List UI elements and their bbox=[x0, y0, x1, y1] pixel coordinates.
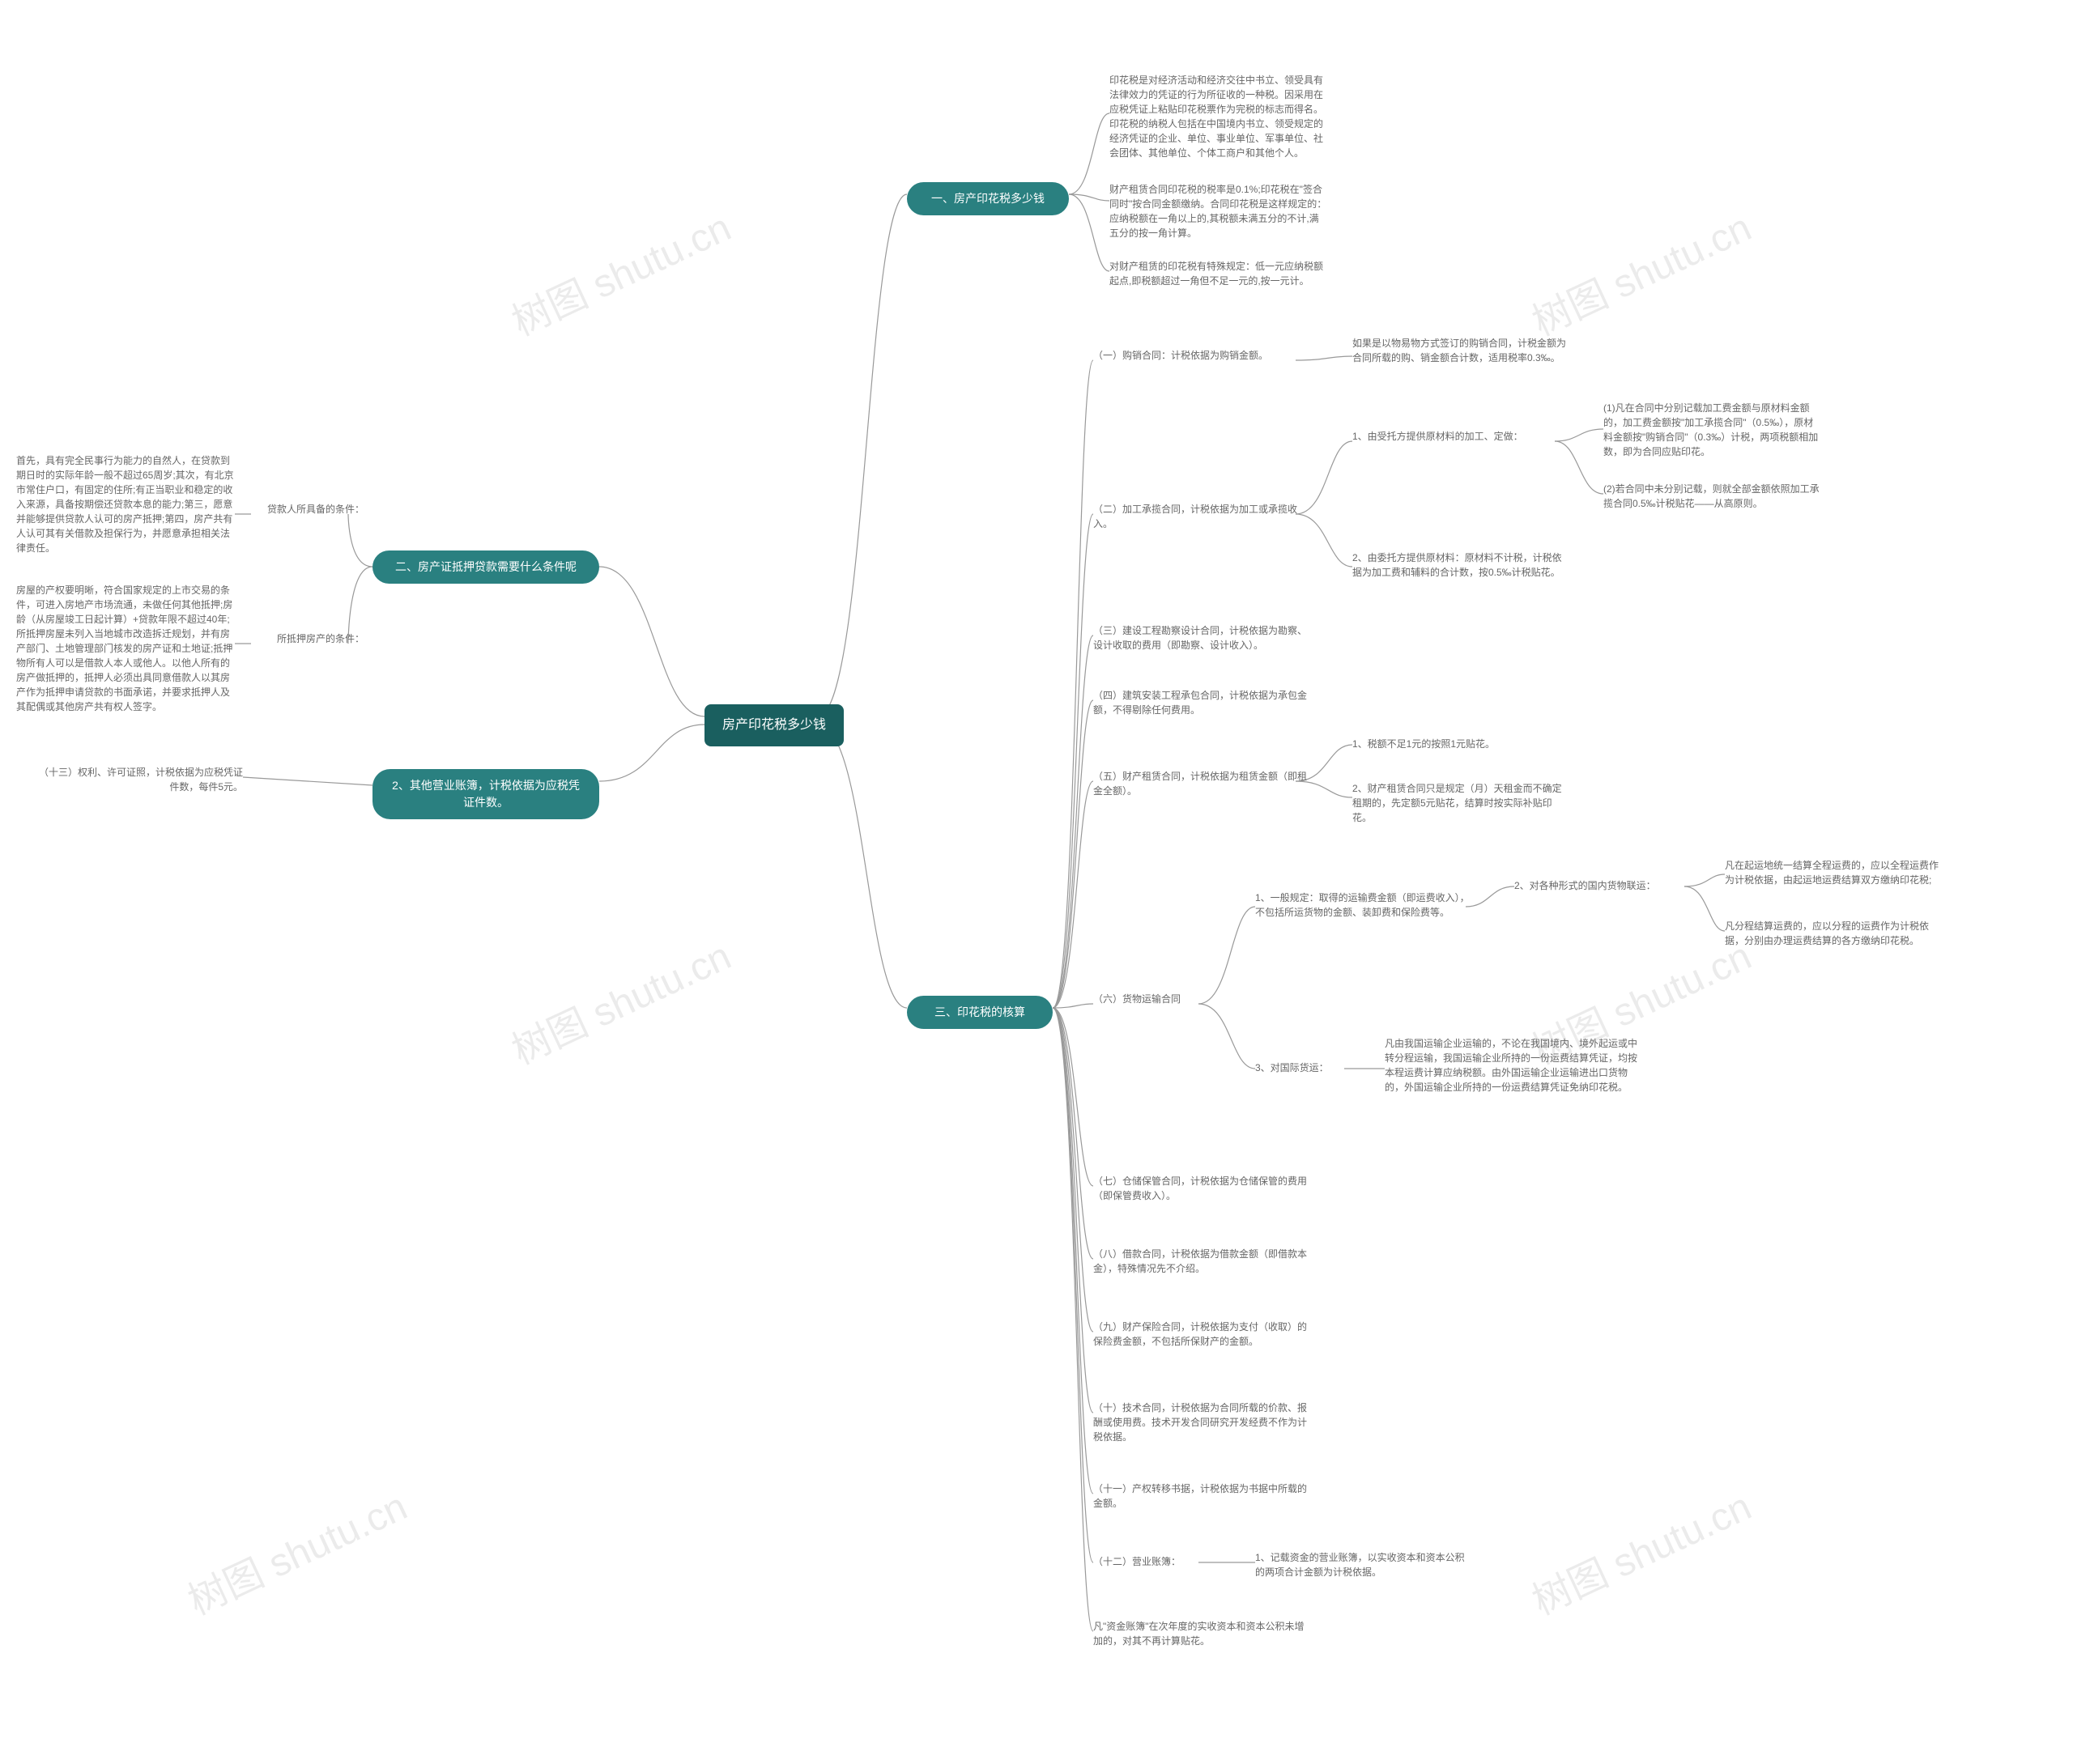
leaf-b1c3: 对财产租赁的印花税有特殊规定：低一元应纳税额起点,即税额超过一角但不足一元的,按… bbox=[1109, 259, 1328, 288]
leaf-b3c6s1a1: 凡在起运地统一结算全程运费的，应以全程运费作为计税依据，由起运地运费结算双方缴纳… bbox=[1725, 858, 1943, 887]
watermark: 树图 shutu.cn bbox=[1522, 1475, 1759, 1626]
leaf-b3c6s1a2: 凡分程结算运费的，应以分程的运费作为计税依据，分别由办理运费结算的各方缴纳印花税… bbox=[1725, 919, 1943, 948]
leaf-b3c6s1: 1、一般规定：取得的运输费金额（即运费收入），不包括所运货物的金额、装卸费和保险… bbox=[1255, 891, 1474, 920]
leaf-b2c2-label: 所抵押房产的条件： bbox=[251, 631, 364, 646]
watermark: 树图 shutu.cn bbox=[501, 196, 739, 346]
leaf-b3c2s1b: (2)若合同中未分别记载，则就全部金额依照加工承揽合同0.5‰计税贴花——从高原… bbox=[1603, 482, 1822, 511]
branch-section-3: 三、印花税的核算 bbox=[907, 996, 1053, 1029]
leaf-b3c5: （五）财产租赁合同，计税依据为租赁金额（即租金全额）。 bbox=[1093, 769, 1312, 798]
leaf-b3c6: （六）货物运输合同 bbox=[1093, 992, 1181, 1006]
leaf-b3c9: （九）财产保险合同，计税依据为支付（收取）的保险费金额，不包括所保财产的金额。 bbox=[1093, 1320, 1312, 1349]
leaf-b3c4: （四）建筑安装工程承包合同，计税依据为承包金额，不得剔除任何费用。 bbox=[1093, 688, 1312, 717]
leaf-b1c1: 印花税是对经济活动和经济交往中书立、领受具有法律效力的凭证的行为所征收的一种税。… bbox=[1109, 73, 1328, 160]
leaf-b3c2s1: 1、由受托方提供原材料的加工、定做： bbox=[1352, 429, 1523, 444]
leaf-b3c6s3a: 凡由我国运输企业运输的，不论在我国境内、境外起运或中转分程运输，我国运输企业所持… bbox=[1385, 1036, 1644, 1095]
mindmap-root: 房产印花税多少钱 bbox=[704, 704, 844, 746]
leaf-b3c6s1a: 2、对各种形式的国内货物联运： bbox=[1514, 878, 1656, 893]
leaf-b3c1s1: 如果是以物易物方式签订的购销合同，计税金额为合同所载的购、销金额合计数，适用税率… bbox=[1352, 336, 1571, 365]
leaf-b2c1-desc: 首先，具有完全民事行为能力的自然人，在贷款到期日时的实际年龄一般不超过65周岁;… bbox=[16, 453, 235, 555]
leaf-b3c3: （三）建设工程勘察设计合同，计税依据为勘察、设计收取的费用（即勘察、设计收入）。 bbox=[1093, 623, 1312, 652]
leaf-b3c7: （七）仓储保管合同，计税依据为仓储保管的费用（即保管费收入）。 bbox=[1093, 1174, 1312, 1203]
leaf-b1c2: 财产租赁合同印花税的税率是0.1%;印花税在"签合同时"按合同金额缴纳。合同印花… bbox=[1109, 182, 1328, 240]
leaf-b3c2s1a: (1)凡在合同中分别记载加工费金额与原材料金额的，加工费金额按"加工承揽合同"（… bbox=[1603, 401, 1822, 459]
watermark: 树图 shutu.cn bbox=[501, 925, 739, 1075]
leaf-b3c10: （十）技术合同，计税依据为合同所载的价款、报酬或使用费。技术开发合同研究开发经费… bbox=[1093, 1401, 1312, 1444]
leaf-b2c2-desc: 房屋的产权要明晰，符合国家规定的上市交易的条件，可进入房地产市场流通，未做任何其… bbox=[16, 583, 235, 714]
leaf-b3c5s1: 1、税额不足1元的按照1元贴花。 bbox=[1352, 737, 1495, 751]
leaf-b3c12s1: 1、记载资金的营业账簿，以实收资本和资本公积的两项合计金额为计税依据。 bbox=[1255, 1550, 1474, 1579]
leaf-b2bc1: （十三）权利、许可证照，计税依据为应税凭证件数，每件5元。 bbox=[32, 765, 243, 794]
leaf-b3c2: （二）加工承揽合同，计税依据为加工或承揽收入。 bbox=[1093, 502, 1312, 531]
branch-section-1: 一、房产印花税多少钱 bbox=[907, 182, 1069, 215]
leaf-b3c6s3: 3、对国际货运： bbox=[1255, 1061, 1329, 1075]
leaf-b3c5s2: 2、财产租赁合同只是规定（月）天租金而不确定租期的，先定额5元贴花，结算时按实际… bbox=[1352, 781, 1571, 825]
branch-section-2b: 2、其他营业账簿，计税依据为应税凭证件数。 bbox=[372, 769, 599, 819]
leaf-b3c1: （一）购销合同：计税依据为购销金额。 bbox=[1093, 348, 1268, 363]
leaf-b3c8: （八）借款合同，计税依据为借款金额（即借款本金），特殊情况先不介绍。 bbox=[1093, 1247, 1312, 1276]
leaf-b3c11: （十一）产权转移书据，计税依据为书据中所载的金额。 bbox=[1093, 1481, 1312, 1511]
leaf-b3c12: （十二）营业账簿： bbox=[1093, 1554, 1181, 1569]
branch-section-2: 二、房产证抵押贷款需要什么条件呢 bbox=[372, 550, 599, 584]
leaf-b3c2s2: 2、由委托方提供原材料：原材料不计税，计税依据为加工费和辅料的合计数，按0.5‰… bbox=[1352, 550, 1571, 580]
leaf-b2c1-label: 贷款人所具备的条件： bbox=[251, 502, 364, 516]
watermark: 树图 shutu.cn bbox=[177, 1475, 415, 1626]
watermark: 树图 shutu.cn bbox=[1522, 196, 1759, 346]
leaf-b3c13: 凡"资金账簿"在次年度的实收资本和资本公积未增加的，对其不再计算贴花。 bbox=[1093, 1619, 1312, 1648]
